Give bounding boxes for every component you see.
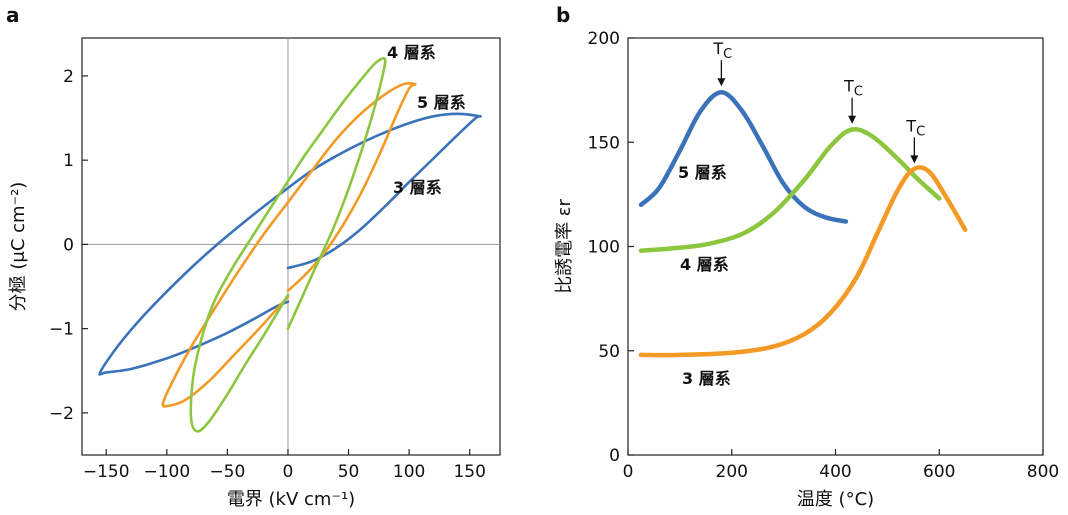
tc-marker: TC — [712, 39, 732, 87]
tc-label-sub: C — [854, 85, 863, 100]
series-line-1 — [98, 112, 482, 376]
series-annotation: 3 層系 — [682, 369, 731, 388]
panel-letter-b: b — [556, 3, 570, 27]
series-annotation: 4 層系 — [680, 255, 729, 274]
series-annotation: 4 層系 — [387, 43, 436, 62]
y-tick-label: −2 — [49, 404, 74, 424]
x-tick-label: 400 — [819, 462, 851, 482]
series-annotation: 5 層系 — [417, 93, 466, 112]
tc-marker: TC — [905, 116, 925, 164]
y-tick-label: 50 — [598, 342, 620, 362]
series-line-1 — [638, 89, 849, 224]
y-axis-label: 分極 (μC cm⁻²) — [8, 182, 29, 312]
tc-arrow-head — [910, 155, 919, 164]
chart-panel-a: −150 −100 −50 0 50 100 150 −2 −1 0 1 2 電界 (kV cm⁻¹) 分… — [8, 37, 501, 510]
x-tick-label: −50 — [209, 462, 245, 482]
x-tick-label: 600 — [923, 462, 955, 482]
y-tick-label: 200 — [588, 29, 620, 49]
x-tick-label: 100 — [393, 462, 425, 482]
tc-label-main: T — [843, 77, 854, 96]
tc-label-main: T — [905, 116, 916, 135]
x-tick-label: 150 — [453, 462, 485, 482]
series-line-3 — [161, 82, 417, 408]
tc-label: TC — [905, 116, 925, 139]
series-annotation: 5 層系 — [678, 163, 727, 182]
tc-label: TC — [712, 39, 732, 62]
y-tick-label: 1 — [63, 151, 74, 171]
chart-panel-b: 0 200 400 600 800 0 50 100 150 200 温度 (°C) 比誘電率 εr T… — [554, 29, 1059, 510]
series-line-2 — [189, 57, 387, 433]
series-annotation: 3 層系 — [393, 178, 442, 197]
y-tick-label: 0 — [609, 446, 620, 466]
x-tick-label: 50 — [338, 462, 360, 482]
plot-frame — [81, 37, 501, 456]
x-tick-label: 800 — [1027, 462, 1059, 482]
y-axis-label: 比誘電率 εr — [554, 198, 575, 293]
tc-label-main: T — [712, 39, 723, 58]
panel-letter-a: a — [6, 3, 20, 27]
tc-arrow-head — [717, 78, 726, 87]
x-tick-label: −100 — [143, 462, 190, 482]
tc-label: TC — [843, 77, 863, 100]
x-tick-label: 0 — [283, 462, 294, 482]
tc-label-sub: C — [916, 124, 925, 139]
tc-arrow-head — [848, 115, 857, 124]
series-line-2 — [638, 127, 942, 253]
x-axis-label: 電界 (kV cm⁻¹) — [227, 489, 355, 510]
y-tick-label: −1 — [49, 320, 74, 340]
tc-label-sub: C — [723, 47, 732, 62]
y-tick-label: 0 — [63, 235, 74, 255]
tc-marker: TC — [843, 77, 863, 124]
series-line-3 — [638, 165, 968, 358]
x-tick-label: 200 — [716, 462, 748, 482]
y-tick-label: 100 — [588, 238, 620, 258]
x-axis-label: 温度 (°C) — [797, 489, 874, 510]
x-tick-label: 0 — [623, 462, 634, 482]
y-tick-label: 2 — [63, 67, 74, 87]
y-tick-label: 150 — [588, 133, 620, 153]
x-tick-label: −150 — [83, 462, 130, 482]
